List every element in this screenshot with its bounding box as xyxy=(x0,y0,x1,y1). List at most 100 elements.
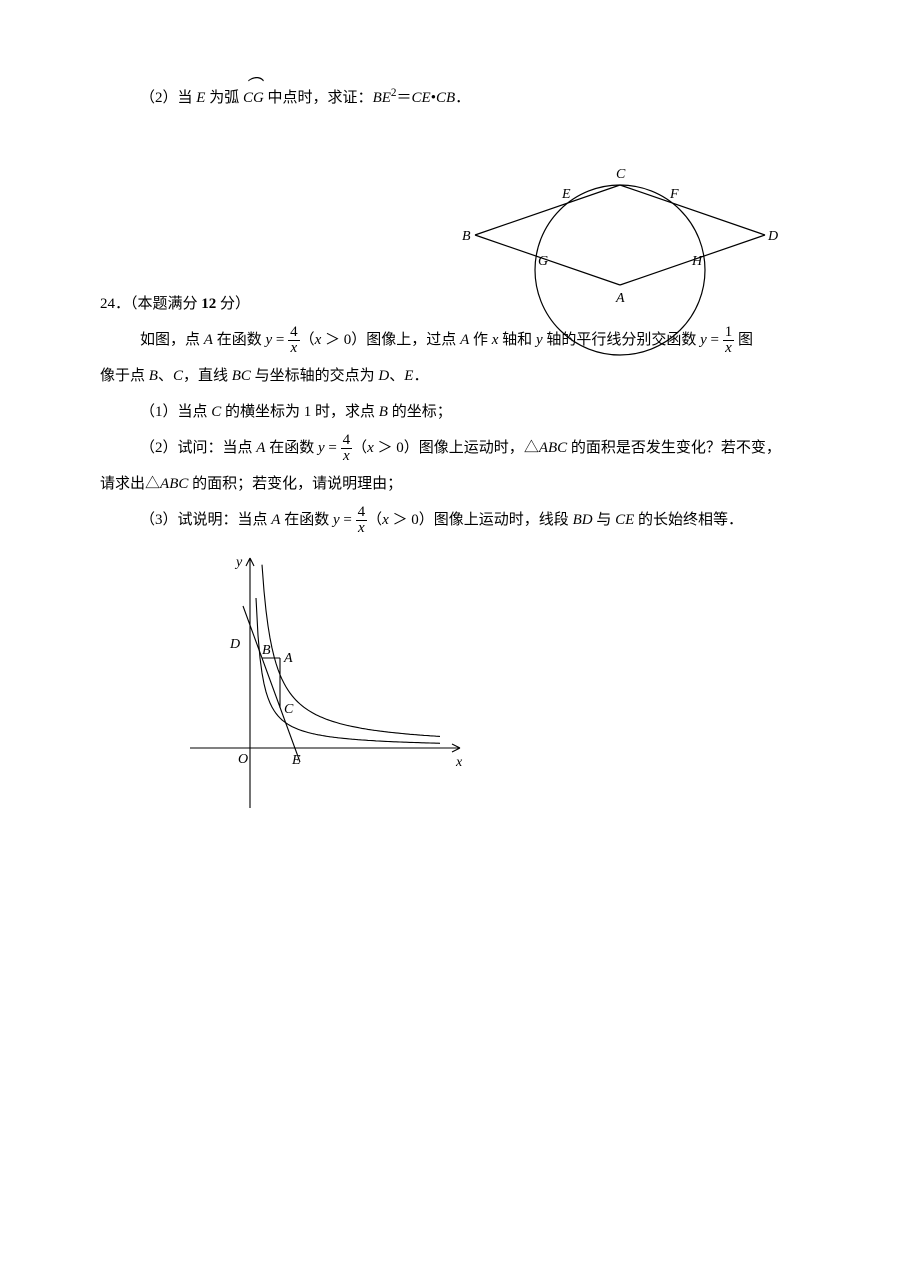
figure-coordinate-graph: O x y A B C D E xyxy=(180,548,480,818)
p24-y3: y xyxy=(700,332,707,348)
p23-ce: CE xyxy=(412,90,431,106)
p24-with: 与 xyxy=(593,512,616,528)
fig2-label-B: B xyxy=(262,643,271,658)
p24-line2: 像于点 B、C，直线 BC 与坐标轴的交点为 D、E． xyxy=(100,358,840,394)
p24-q2l2a: 请求出 xyxy=(100,476,145,492)
p24-BD: BD xyxy=(573,512,593,528)
p24-q2: （2）试问：当点 A 在函数 y = 4x（x ＞ 0）图像上运动时，△ABC … xyxy=(100,430,840,466)
p24-f4num3: 4 xyxy=(356,505,368,521)
p24-l2b: ，直线 xyxy=(183,368,232,384)
fig1-label-B: B xyxy=(462,229,471,244)
fig1-label-D: D xyxy=(767,229,778,244)
fig2-label-E: E xyxy=(291,753,301,768)
p23-be: BE xyxy=(373,90,391,106)
p24-lp3: （ xyxy=(367,512,382,528)
p24-q1c: 的坐标； xyxy=(388,404,452,420)
p24-q3b: 在函数 xyxy=(280,512,333,528)
p24-eq4: = xyxy=(340,512,356,528)
p24-frac4-1: 4x xyxy=(288,325,300,356)
fig2-svg: O x y A B C D E xyxy=(180,548,480,818)
p24-B2: B xyxy=(379,404,388,420)
p24-l1e: 轴和 xyxy=(498,332,536,348)
p24-q2l2b: 的面积；若变化，请说明理由； xyxy=(188,476,402,492)
p24-q2-line2: 请求出△ABC 的面积；若变化，请说明理由； xyxy=(100,466,840,502)
p23-mid2: 中点时，求证： xyxy=(264,90,373,106)
p24-l1g: 图 xyxy=(734,332,753,348)
p24-A1: A xyxy=(204,332,213,348)
p24-eq2: = xyxy=(707,332,723,348)
fig1-path-bc xyxy=(475,185,620,235)
p24-q1a: （1）当点 xyxy=(140,404,211,420)
p24-lp1: （ xyxy=(300,332,315,348)
p24-x3: x xyxy=(367,440,374,456)
p24-f4num1: 4 xyxy=(288,325,300,341)
p24-points: 12 xyxy=(201,296,216,312)
p23-arc: CG xyxy=(243,80,264,116)
p24-y2: y xyxy=(536,332,543,348)
problem-23-part2: （2）当 E 为弧 CG 中点时，求证：BE2＝CE•CB． A B C D xyxy=(100,80,840,116)
p23-period: ． xyxy=(455,90,470,106)
p24-dun2: 、 xyxy=(389,368,404,384)
p24-f4num2: 4 xyxy=(341,433,353,449)
p24-gt02: ＞ 0） xyxy=(374,440,419,456)
fig2-curve-inner xyxy=(256,598,440,743)
p24-head-suf: 分） xyxy=(216,296,250,312)
p24-dun1: 、 xyxy=(158,368,173,384)
fig2-line-DE xyxy=(243,606,300,762)
fig2-label-x: x xyxy=(455,755,463,770)
p24-A2: A xyxy=(460,332,469,348)
p24-x4: x xyxy=(382,512,389,528)
p24-BC: BC xyxy=(232,368,251,384)
p24-f4den3: x xyxy=(356,521,368,536)
page: （2）当 E 为弧 CG 中点时，求证：BE2＝CE•CB． A B C D xyxy=(0,0,920,1271)
p24-l1c: 图像上，过点 xyxy=(366,332,460,348)
fig1-label-H: H xyxy=(691,254,703,269)
p24-q2a: （2）试问：当点 xyxy=(140,440,256,456)
p23-cb: CB xyxy=(436,90,455,106)
p24-ABC1: ABC xyxy=(539,440,567,456)
p24-header: 24．（本题满分 12 分） xyxy=(100,286,840,322)
p24-q2c: 图像上运动时， xyxy=(419,440,524,456)
p24-q2b: 在函数 xyxy=(265,440,318,456)
p24-f4den2: x xyxy=(341,449,353,464)
p24-l1a: 如图，点 xyxy=(140,332,204,348)
p24-frac4-2: 4x xyxy=(341,433,353,464)
fig1-label-C: C xyxy=(616,167,626,182)
p24-frac1: 1x xyxy=(723,325,735,356)
fig1-label-E: E xyxy=(561,187,571,202)
p24-y4: y xyxy=(318,440,325,456)
p24-y5: y xyxy=(333,512,340,528)
p23-eq: ＝ xyxy=(397,90,412,106)
p24-B1: B xyxy=(149,368,158,384)
p24-head-pre: （本题满分 xyxy=(130,296,201,312)
p24-C1: C xyxy=(173,368,183,384)
p24-frac4-3: 4x xyxy=(356,505,368,536)
fig1-path-cd xyxy=(620,185,765,235)
p24-q3c: 图像上运动时，线段 xyxy=(434,512,573,528)
p24-tri1: △ xyxy=(524,440,539,456)
p24-CE: CE xyxy=(615,512,634,528)
p23-statement: （2）当 E 为弧 CG 中点时，求证：BE2＝CE•CB． xyxy=(100,80,840,116)
p24-D1: D xyxy=(378,368,389,384)
p24-eq1: = xyxy=(272,332,288,348)
p24-gt03: ＞ 0） xyxy=(389,512,434,528)
p24-l2c: 与坐标轴的交点为 xyxy=(251,368,379,384)
problem-24: 24．（本题满分 12 分） 如图，点 A 在函数 y = 4x（x ＞ 0）图… xyxy=(100,286,840,818)
p24-f1den: x xyxy=(723,341,735,356)
p24-l2a: 像于点 xyxy=(100,368,149,384)
p24-tri2: △ xyxy=(145,476,160,492)
p24-line1: 如图，点 A 在函数 y = 4x（x ＞ 0）图像上，过点 A 作 x 轴和 … xyxy=(100,322,840,358)
fig2-label-O: O xyxy=(238,752,248,767)
fig1-label-F: F xyxy=(669,187,679,202)
fig2-label-C: C xyxy=(284,702,294,717)
p23-prefix: （2）当 xyxy=(140,90,196,106)
p24-l1b: 在函数 xyxy=(213,332,266,348)
fig2-label-y: y xyxy=(234,555,243,570)
fig2-label-A: A xyxy=(283,651,293,666)
p24-l1f: 轴的平行线分别交函数 xyxy=(543,332,701,348)
p24-q3: （3）试说明：当点 A 在函数 y = 4x（x ＞ 0）图像上运动时，线段 B… xyxy=(100,502,840,538)
fig1-label-G: G xyxy=(538,254,548,269)
p24-l2d: ． xyxy=(413,368,428,384)
p24-lp2: （ xyxy=(352,440,367,456)
p24-q3d: 的长始终相等． xyxy=(634,512,743,528)
